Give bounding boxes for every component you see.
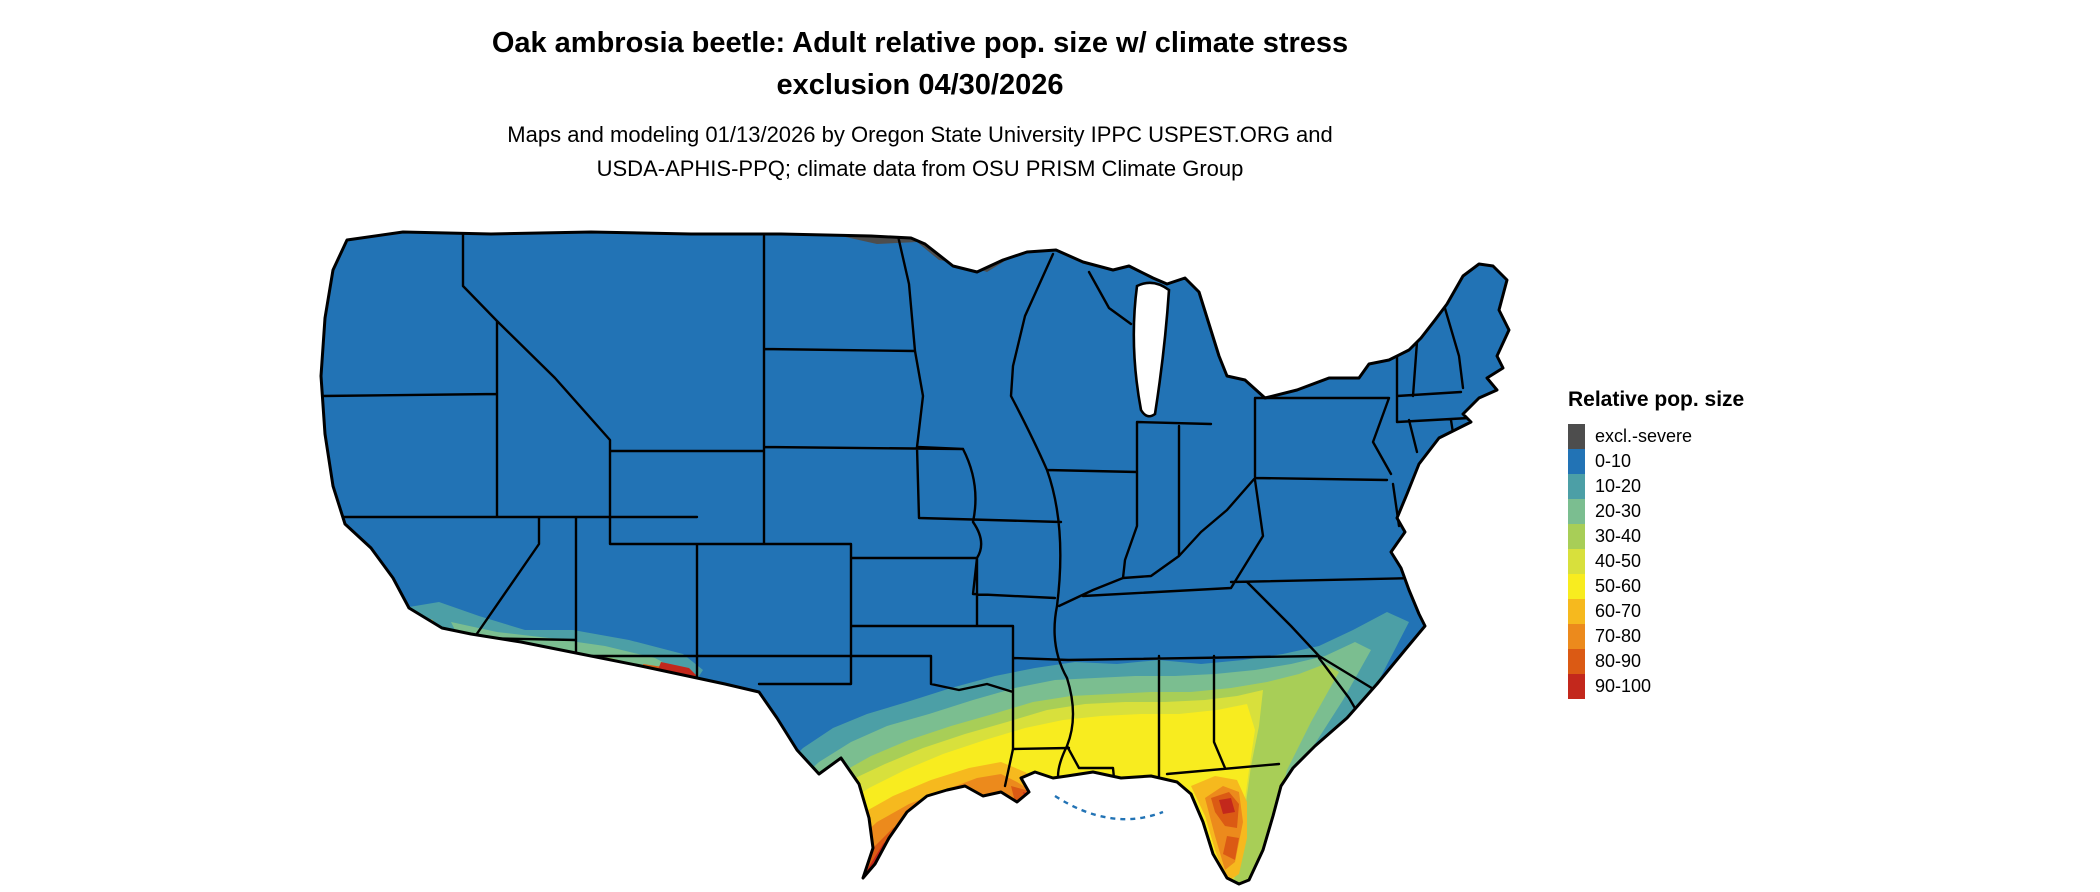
legend-item-label: 80-90 [1595, 651, 1642, 671]
legend-item-label: 60-70 [1595, 601, 1642, 621]
legend-item: 40-50 [1568, 549, 1744, 574]
legend-swatch [1568, 574, 1585, 599]
legend-item: 50-60 [1568, 574, 1744, 599]
map-subtitle-line2: USDA-APHIS-PPQ; climate data from OSU PR… [596, 156, 1244, 181]
legend: Relative pop. size excl.-severe 0-10 10-20… [1568, 388, 1744, 699]
legend-item: 10-20 [1568, 474, 1744, 499]
legend-item-label: 50-60 [1595, 576, 1642, 596]
offshore-contour [1054, 794, 1164, 821]
legend-item-label: 70-80 [1595, 626, 1642, 646]
legend-item-label: 20-30 [1595, 501, 1642, 521]
legend-item-label: excl.-severe [1595, 426, 1693, 446]
lake-michigan [1132, 281, 1171, 418]
legend-item: 30-40 [1568, 524, 1744, 549]
legend-swatch [1568, 624, 1585, 649]
legend-item-label: 0-10 [1595, 451, 1632, 471]
legend-swatch [1568, 424, 1585, 449]
legend-swatch [1568, 449, 1585, 474]
map-title-line1: Oak ambrosia beetle: Adult relative pop.… [491, 27, 1349, 59]
us-map-svg [319, 230, 1511, 886]
legend-item: 0-10 [1568, 449, 1744, 474]
map-title-line2: exclusion 04/30/2026 [776, 69, 1064, 101]
legend-swatch [1568, 649, 1585, 674]
legend-swatch [1568, 599, 1585, 624]
legend-swatch [1568, 549, 1585, 574]
legend-item-label: 90-100 [1595, 676, 1652, 696]
legend-swatch [1568, 674, 1585, 699]
header: Oak ambrosia beetle: Adult relative pop.… [0, 22, 1840, 186]
legend-title: Relative pop. size [1568, 388, 1745, 411]
legend-item: 80-90 [1568, 649, 1744, 674]
legend-item-label: 30-40 [1595, 526, 1642, 546]
us-outline [319, 230, 1511, 886]
map-subtitle-line1: Maps and modeling 01/13/2026 by Oregon S… [507, 122, 1333, 147]
legend-item: 20-30 [1568, 499, 1744, 524]
legend-item-label: 40-50 [1595, 551, 1642, 571]
legend-item: 70-80 [1568, 624, 1744, 649]
legend-rows: excl.-severe 0-10 10-20 20-30 30-40 40-50 50-6… [1568, 424, 1744, 699]
legend-swatch [1568, 474, 1585, 499]
legend-item: excl.-severe [1568, 424, 1744, 449]
legend-swatch [1568, 499, 1585, 524]
map-subtitle: Maps and modeling 01/13/2026 by Oregon S… [0, 118, 1840, 186]
legend-swatch [1568, 524, 1585, 549]
legend-item: 90-100 [1568, 674, 1744, 699]
legend-item: 60-70 [1568, 599, 1744, 624]
legend-item-label: 10-20 [1595, 476, 1642, 496]
state-borders [321, 232, 1471, 790]
us-map [311, 226, 1527, 892]
